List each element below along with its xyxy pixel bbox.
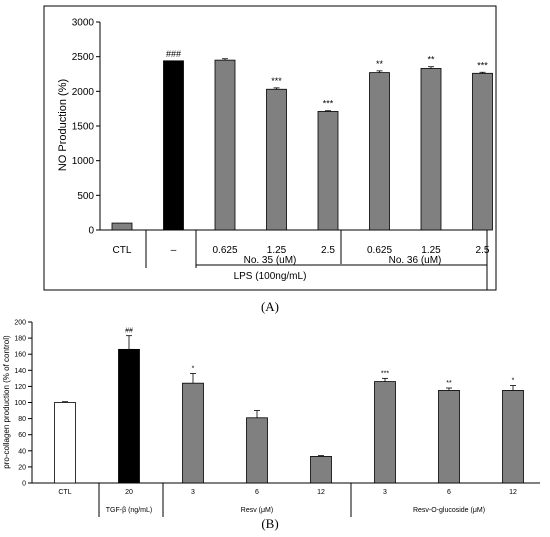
chart-a-y-tick-label: 3000 [72, 18, 95, 29]
chart-b-bar [118, 348, 140, 484]
chart-b-significance-mark: *** [381, 370, 389, 377]
chart-b-y-tick-label: 140 [14, 368, 26, 375]
chart-b-y-tick-label: 40 [18, 448, 26, 455]
chart-b-bar [182, 382, 204, 484]
chart-a-y-tick-label: 2000 [72, 87, 95, 98]
chart-a-bar [214, 59, 236, 231]
chart-b-bar [502, 390, 524, 484]
chart-a-bar [111, 222, 133, 231]
chart-a-significance-mark: *** [477, 60, 488, 70]
chart-b-bar [310, 456, 332, 484]
chart-b-category-label: 6 [255, 489, 259, 496]
chart-a-y-tick-label: 500 [77, 191, 94, 202]
chart-b-y-tick-label: 0 [22, 480, 26, 487]
chart-b-bar [246, 417, 268, 484]
chart-a-significance-mark: ** [376, 59, 384, 69]
chart-b-category-label: 3 [191, 489, 195, 496]
chart-b-y-tick-label: 20 [18, 464, 26, 471]
chart-b-group-label: TGF-β (ng/mL) [106, 507, 152, 514]
chart-a-significance-mark: *** [271, 76, 282, 86]
chart-b-significance-mark: * [512, 378, 515, 385]
panel-a-caption: (A) [261, 299, 279, 314]
chart-b-significance-mark: ## [125, 328, 133, 335]
chart-a-y-tick-label: 1500 [72, 122, 95, 133]
chart-a-bar [266, 88, 287, 231]
chart-b: pro-collagen production (% of control) 0… [2, 319, 540, 517]
chart-b-group-label: Resv (μM) [241, 507, 273, 514]
chart-b-significance-mark: ** [446, 380, 452, 387]
chart-b-y-tick-label: 160 [14, 352, 26, 359]
chart-b-category-label: 6 [447, 489, 451, 496]
chart-b-y-tick-label: 60 [18, 432, 26, 439]
chart-b-y-tick-label: 80 [18, 416, 26, 423]
panel-b-caption: (B) [261, 516, 278, 531]
chart-a: NO Production (%) LPS (100ng/mL) 0 500 100… [43, 5, 497, 291]
chart-b-bar [438, 390, 460, 484]
chart-a-category-label: – [171, 245, 177, 256]
chart-a-y-tick-label: 0 [88, 226, 94, 237]
chart-b-category-label: 12 [317, 489, 325, 496]
chart-a-bar [163, 60, 184, 231]
chart-a-frame [43, 5, 497, 291]
chart-b-y-axis-label: pro-collagen production (% of control) [2, 335, 11, 469]
chart-a-y-tick-label: 2500 [72, 52, 95, 63]
chart-a-significance-mark: *** [323, 99, 334, 109]
chart-a-y-tick-label: 1000 [72, 156, 95, 167]
chart-a-category-label: 0.625 [367, 245, 392, 256]
chart-b-category-label: CTL [58, 489, 71, 496]
chart-a-condition-label: LPS (100ng/mL) [234, 271, 307, 282]
chart-a-category-label: 1.25 [421, 245, 441, 256]
chart-a-group-label: No. 36 (uM) [389, 255, 442, 266]
chart-b-category-label: 3 [383, 489, 387, 496]
chart-a-category-label: CTL [113, 245, 132, 256]
chart-a-bar [317, 111, 339, 231]
chart-a-bar [369, 72, 390, 231]
chart-a-significance-mark: ** [427, 55, 435, 65]
chart-b-category-label: 12 [509, 489, 517, 496]
chart-a-category-label: 1.25 [267, 245, 287, 256]
chart-a-bar [472, 72, 493, 231]
chart-b-category-label: 20 [125, 489, 133, 496]
chart-b-bar [54, 402, 76, 484]
chart-a-bar [420, 68, 442, 231]
chart-b-significance-mark: * [192, 366, 195, 373]
chart-b-bar [374, 381, 396, 484]
chart-a-significance-mark: ### [166, 49, 181, 59]
chart-b-y-tick-label: 120 [14, 384, 26, 391]
chart-b-y-tick-label: 200 [14, 319, 26, 326]
chart-a-y-axis-label: NO Production (%) [57, 79, 69, 171]
chart-b-y-tick-label: 180 [14, 336, 26, 343]
chart-a-category-label: 0.625 [212, 245, 237, 256]
chart-a-category-label: 2.5 [476, 245, 490, 256]
chart-a-category-label: 2.5 [321, 245, 335, 256]
chart-a-group-label: No. 35 (uM) [244, 255, 297, 266]
chart-b-group-label: Resv-O-glucoside (μM) [413, 507, 485, 514]
chart-b-y-tick-label: 100 [14, 400, 26, 407]
